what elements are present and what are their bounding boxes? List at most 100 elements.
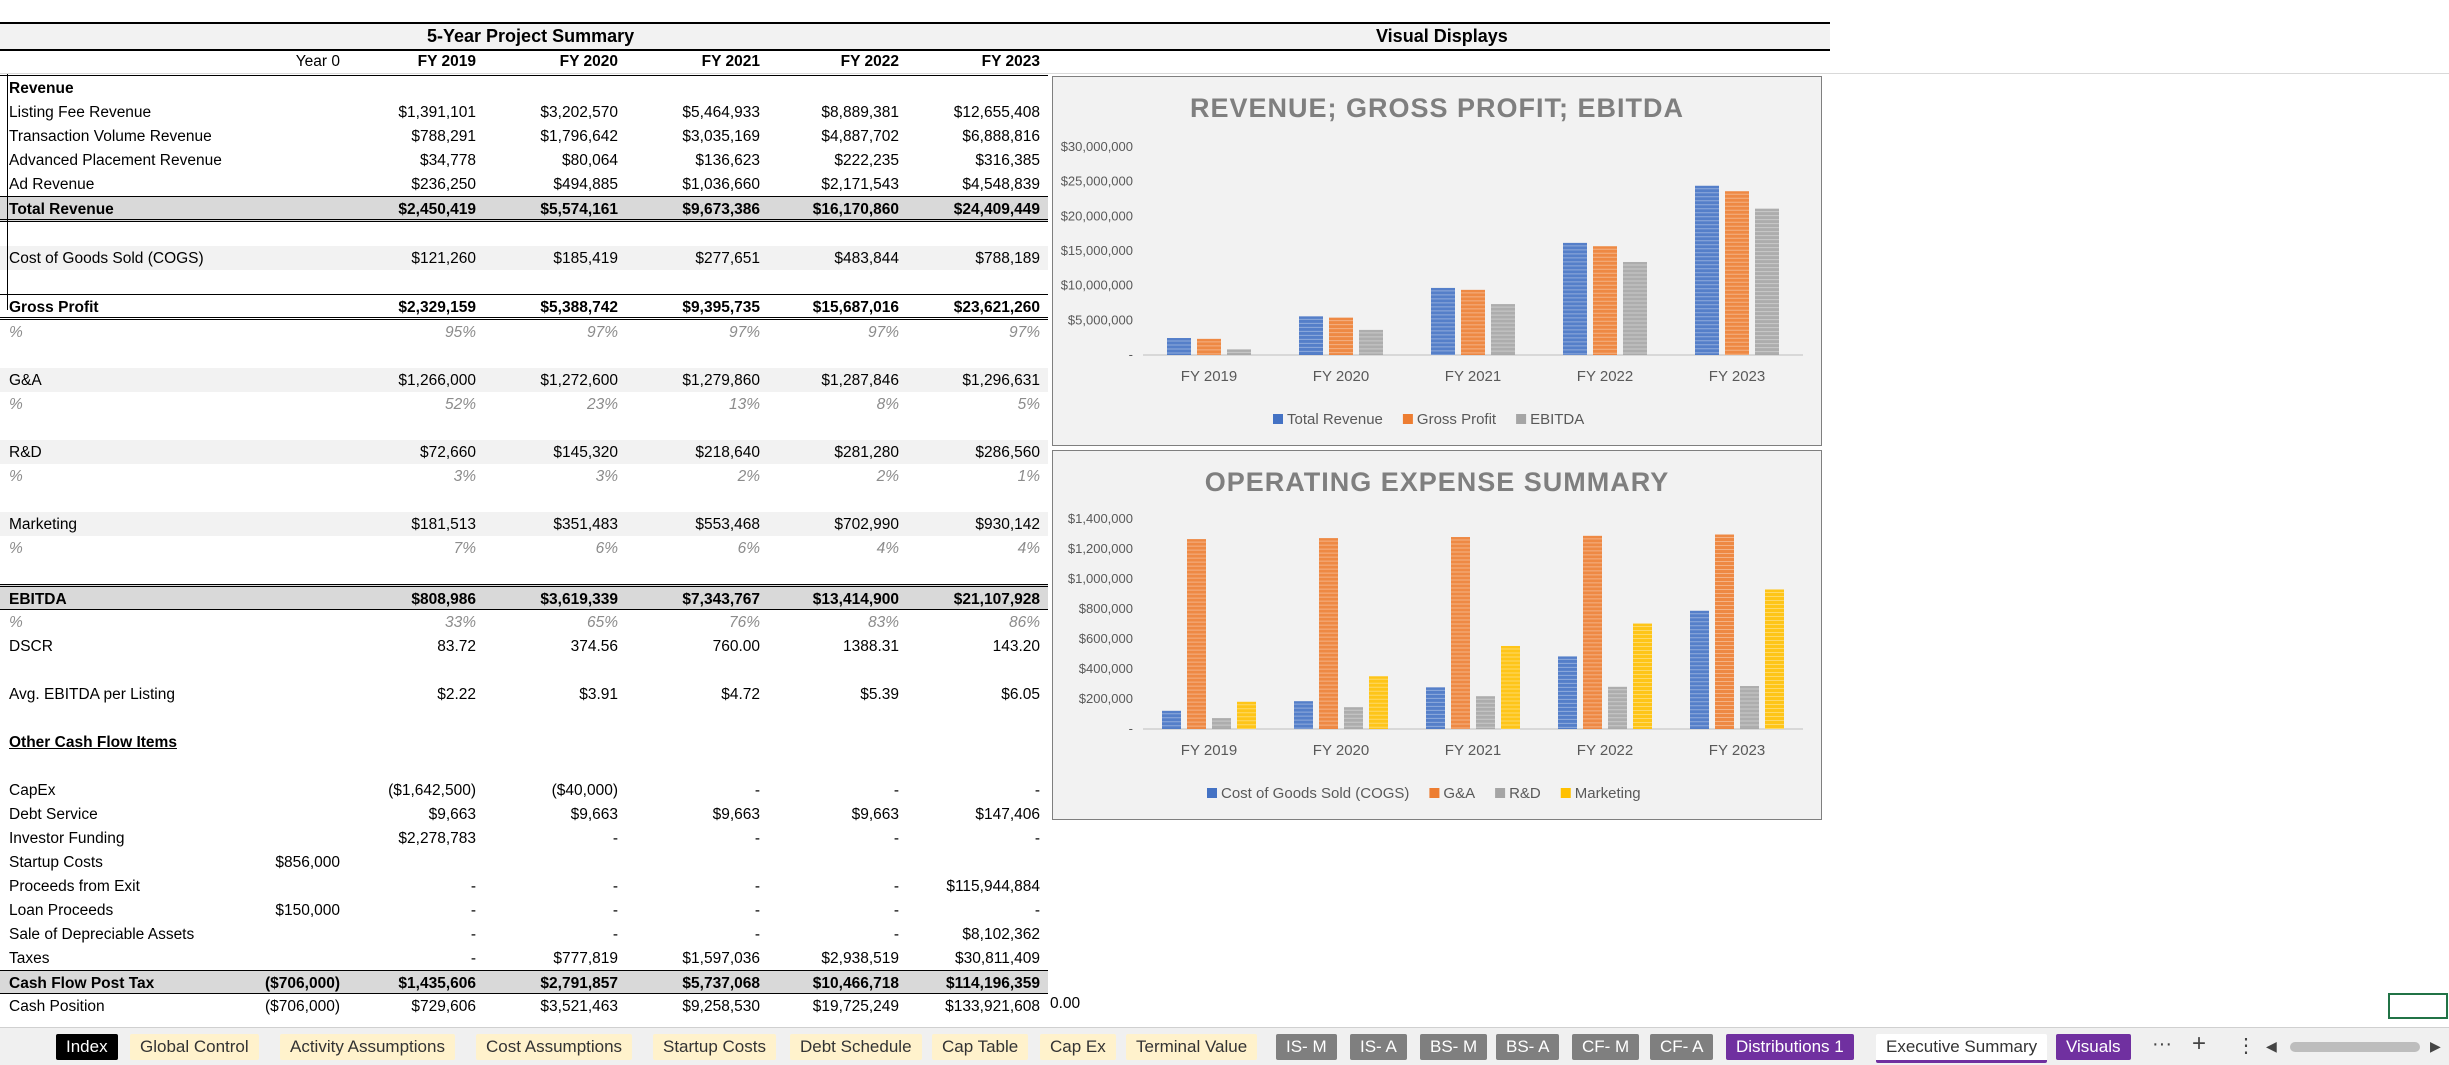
ellipsis-icon[interactable]: ··· bbox=[2152, 1033, 2172, 1055]
cell-fy-2021[interactable]: 13% bbox=[728, 396, 760, 413]
cell-fy-2020[interactable]: $3,619,339 bbox=[540, 591, 618, 608]
cell-fy-2021[interactable]: - bbox=[754, 902, 760, 919]
cell-fy-2019[interactable]: - bbox=[470, 926, 476, 943]
cell-fy-2021[interactable]: 760.00 bbox=[712, 638, 760, 655]
cell-fy-2021[interactable]: - bbox=[754, 926, 760, 943]
cell-fy-2021[interactable]: $1,036,660 bbox=[682, 176, 760, 193]
cell-fy-2019[interactable]: $2.22 bbox=[437, 686, 476, 703]
selected-cell[interactable] bbox=[2388, 993, 2448, 1019]
bar-gross-profit[interactable] bbox=[1461, 289, 1485, 355]
cell-fy-2020[interactable]: 23% bbox=[586, 396, 618, 413]
cell-fy-2020[interactable]: $1,272,600 bbox=[540, 372, 618, 389]
bar-marketing[interactable] bbox=[1501, 645, 1520, 729]
cell-fy-2022[interactable]: $2,938,519 bbox=[821, 950, 899, 967]
cell-fy-2023[interactable]: $21,107,928 bbox=[953, 591, 1040, 608]
cell-fy-2020[interactable]: 6% bbox=[595, 540, 618, 557]
cell-fy-2021[interactable]: $5,464,933 bbox=[682, 104, 760, 121]
cell-fy-2023[interactable]: $12,655,408 bbox=[953, 104, 1040, 121]
cell-fy-2022[interactable]: $16,170,860 bbox=[812, 201, 899, 218]
cell-fy-2022[interactable]: - bbox=[893, 926, 899, 943]
tab-executive-summary[interactable]: Executive Summary bbox=[1876, 1034, 2048, 1063]
bar-g-a[interactable] bbox=[1451, 537, 1470, 729]
cell-fy-2019[interactable]: - bbox=[470, 878, 476, 895]
bar-ebitda[interactable] bbox=[1227, 349, 1251, 355]
bar-r-d[interactable] bbox=[1212, 718, 1231, 729]
cell-fy-2023[interactable]: - bbox=[1034, 902, 1040, 919]
bar-gross-profit[interactable] bbox=[1593, 246, 1617, 355]
cell-fy-2023[interactable]: 143.20 bbox=[992, 638, 1040, 655]
bar-marketing[interactable] bbox=[1237, 701, 1256, 729]
tab-terminal-value[interactable]: Terminal Value bbox=[1126, 1034, 1258, 1060]
cell-fy-2023[interactable]: $24,409,449 bbox=[953, 201, 1040, 218]
cell-fy-2021[interactable]: $5,737,068 bbox=[682, 975, 760, 992]
cell-fy-2022[interactable]: $5.39 bbox=[860, 686, 899, 703]
cell-year-0[interactable]: ($706,000) bbox=[265, 975, 340, 992]
cell-fy-2021[interactable]: - bbox=[754, 782, 760, 799]
cell-fy-2020[interactable]: $185,419 bbox=[553, 250, 618, 267]
tab-index[interactable]: Index bbox=[56, 1034, 118, 1060]
tab-bs-a[interactable]: BS- A bbox=[1496, 1034, 1560, 1060]
bar-cost-of-goods-sold-cogs-[interactable] bbox=[1294, 701, 1313, 729]
bar-gross-profit[interactable] bbox=[1725, 191, 1749, 355]
tab-is-a[interactable]: IS- A bbox=[1350, 1034, 1407, 1060]
bar-ebitda[interactable] bbox=[1755, 208, 1779, 355]
tab-cf-m[interactable]: CF- M bbox=[1572, 1034, 1640, 1060]
tab-cf-a[interactable]: CF- A bbox=[1650, 1034, 1714, 1060]
revenue-chart[interactable]: REVENUE; GROSS PROFIT; EBITDA - $5,000,00… bbox=[1052, 76, 1822, 446]
cell-fy-2021[interactable]: $553,468 bbox=[695, 516, 760, 533]
cell-fy-2021[interactable]: $218,640 bbox=[695, 444, 760, 461]
cell-fy-2023[interactable]: $286,560 bbox=[975, 444, 1040, 461]
cell-fy-2023[interactable]: $8,102,362 bbox=[962, 926, 1040, 943]
horizontal-scrollbar[interactable] bbox=[2290, 1042, 2420, 1052]
cell-fy-2023[interactable]: $316,385 bbox=[975, 152, 1040, 169]
tab-debt-schedule[interactable]: Debt Schedule bbox=[790, 1034, 922, 1060]
cell-fy-2019[interactable]: ($1,642,500) bbox=[388, 782, 476, 799]
bar-ebitda[interactable] bbox=[1491, 304, 1515, 355]
bar-cost-of-goods-sold-cogs-[interactable] bbox=[1162, 710, 1181, 729]
bar-total-revenue[interactable] bbox=[1695, 185, 1719, 355]
cell-fy-2021[interactable]: 97% bbox=[728, 324, 760, 341]
cell-fy-2019[interactable]: 3% bbox=[453, 468, 476, 485]
cell-fy-2020[interactable]: - bbox=[612, 926, 618, 943]
cell-fy-2022[interactable]: $8,889,381 bbox=[821, 104, 899, 121]
cell-fy-2020[interactable]: $9,663 bbox=[570, 806, 618, 823]
cell-fy-2020[interactable]: $80,064 bbox=[561, 152, 618, 169]
cell-fy-2019[interactable]: 33% bbox=[444, 614, 476, 631]
tab-startup-costs[interactable]: Startup Costs bbox=[653, 1034, 776, 1060]
cell-fy-2022[interactable]: $2,171,543 bbox=[821, 176, 899, 193]
cell-fy-2023[interactable]: $147,406 bbox=[975, 806, 1040, 823]
cell-fy-2021[interactable]: $277,651 bbox=[695, 250, 760, 267]
cell-fy-2022[interactable]: 2% bbox=[876, 468, 899, 485]
cell-fy-2022[interactable]: - bbox=[893, 902, 899, 919]
cell-fy-2020[interactable]: $3.91 bbox=[579, 686, 618, 703]
cell-fy-2019[interactable]: 83.72 bbox=[437, 638, 476, 655]
cell-fy-2019[interactable]: $788,291 bbox=[411, 128, 476, 145]
cell-fy-2020[interactable]: 374.56 bbox=[570, 638, 618, 655]
cell-year-0[interactable]: $150,000 bbox=[275, 902, 340, 919]
cell-fy-2023[interactable]: $930,142 bbox=[975, 516, 1040, 533]
bar-total-revenue[interactable] bbox=[1563, 242, 1587, 355]
bar-total-revenue[interactable] bbox=[1299, 316, 1323, 355]
cell-fy-2022[interactable]: $9,663 bbox=[851, 806, 899, 823]
cell-fy-2020[interactable]: $494,885 bbox=[553, 176, 618, 193]
cell-fy-2020[interactable]: $351,483 bbox=[553, 516, 618, 533]
cell-fy-2023[interactable]: $4,548,839 bbox=[962, 176, 1040, 193]
bar-cost-of-goods-sold-cogs-[interactable] bbox=[1426, 687, 1445, 729]
cell-fy-2022[interactable]: 4% bbox=[876, 540, 899, 557]
cell-fy-2023[interactable]: 5% bbox=[1017, 396, 1040, 413]
bar-total-revenue[interactable] bbox=[1167, 338, 1191, 355]
cell-fy-2021[interactable]: 2% bbox=[737, 468, 760, 485]
cell-fy-2021[interactable]: - bbox=[754, 830, 760, 847]
cell-fy-2022[interactable]: 83% bbox=[867, 614, 899, 631]
cell-fy-2021[interactable]: - bbox=[754, 878, 760, 895]
cell-fy-2022[interactable]: 1388.31 bbox=[842, 638, 899, 655]
cell-fy-2023[interactable]: $114,196,359 bbox=[946, 975, 1040, 992]
cell-fy-2020[interactable]: 3% bbox=[595, 468, 618, 485]
cell-fy-2023[interactable]: 97% bbox=[1008, 324, 1040, 341]
cell-fy-2019[interactable]: $181,513 bbox=[411, 516, 476, 533]
tab-distributions-1[interactable]: Distributions 1 bbox=[1726, 1034, 1854, 1060]
bar-ebitda[interactable] bbox=[1623, 261, 1647, 355]
cell-fy-2022[interactable]: 97% bbox=[867, 324, 899, 341]
tab-is-m[interactable]: IS- M bbox=[1276, 1034, 1337, 1060]
bar-r-d[interactable] bbox=[1476, 696, 1495, 729]
